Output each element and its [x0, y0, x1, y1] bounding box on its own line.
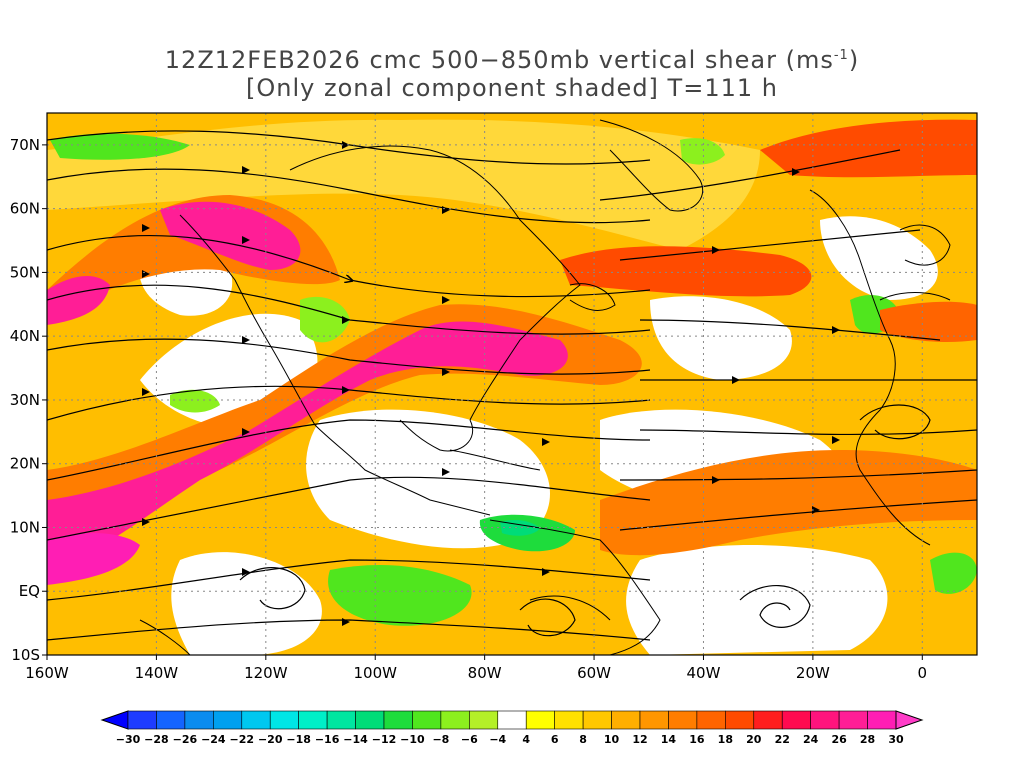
colorbar-label: 8	[579, 733, 587, 746]
lat-tick-label: 10S	[11, 646, 40, 664]
lat-tick-label: 60N	[10, 200, 40, 218]
colorbar-swatch	[213, 710, 243, 730]
colorbar-swatch	[497, 710, 527, 730]
colorbar-low-arrow	[100, 710, 129, 730]
colorbar-label: 22	[775, 733, 790, 746]
lon-tick-label: 60W	[577, 664, 611, 682]
colorbar-swatch	[867, 710, 897, 730]
colorbar-label: 30	[888, 733, 904, 746]
colorbar-label: −14	[343, 733, 368, 746]
colorbar-swatch	[554, 710, 584, 730]
lat-tick-label: 10N	[10, 518, 40, 536]
colorbar-label: 18	[718, 733, 733, 746]
colorbar-label: 16	[689, 733, 705, 746]
lon-tick-label: 160W	[25, 664, 69, 682]
colorbar-label: −30	[116, 733, 141, 746]
colorbar-label: −20	[258, 733, 283, 746]
colorbar-swatch	[639, 710, 669, 730]
colorbar-label: −8	[432, 733, 449, 746]
colorbar-label: −12	[372, 733, 397, 746]
lat-tick-label: 20N	[10, 455, 40, 473]
colorbar-swatch	[269, 710, 299, 730]
lon-tick-label: 0	[918, 664, 928, 682]
lon-tick-label: 100W	[354, 664, 398, 682]
map-title-line1: 12Z12FEB2026 cmc 500−850mb vertical shea…	[164, 46, 860, 74]
colorbar-label: 10	[604, 733, 620, 746]
colorbar-swatch	[611, 710, 641, 730]
map-title-line2: [Only zonal component shaded] T=111 h	[246, 74, 778, 102]
shading-layer	[47, 113, 977, 655]
colorbar-swatch	[355, 710, 385, 730]
colorbar-label: −24	[201, 733, 226, 746]
colorbar-label: 26	[831, 733, 847, 746]
lon-tick-label: 40W	[687, 664, 721, 682]
colorbar: −30 −28 −26 −24 −22 −20 −18 −16 −14 −12 −10 −8 −6 −4 4…	[100, 710, 924, 746]
colorbar-swatch	[127, 710, 157, 730]
colorbar-swatch	[838, 710, 868, 730]
colorbar-swatch	[440, 710, 470, 730]
colorbar-label: 14	[661, 733, 677, 746]
colorbar-swatch	[326, 710, 356, 730]
colorbar-swatch	[184, 710, 214, 730]
colorbar-swatch	[668, 710, 698, 730]
colorbar-label: 24	[803, 733, 819, 746]
colorbar-label: −18	[286, 733, 311, 746]
lon-tick-label: 80W	[468, 664, 502, 682]
colorbar-label: −26	[173, 733, 198, 746]
axis-ticks: 160W 140W 120W 100W 80W 60W 40W 20W 0 70N 60N 50N 40…	[10, 136, 927, 682]
lat-tick-label: 30N	[10, 391, 40, 409]
colorbar-swatch	[781, 710, 811, 730]
colorbar-swatch	[753, 710, 783, 730]
colorbar-swatch	[469, 710, 499, 730]
colorbar-swatch	[383, 710, 413, 730]
coastlines	[139, 119, 951, 655]
colorbar-swatch	[696, 710, 726, 730]
colorbar-swatch	[156, 710, 186, 730]
colorbar-label: 12	[632, 733, 647, 746]
stream-arrows	[142, 141, 840, 626]
colorbar-label: −10	[400, 733, 425, 746]
colorbar-swatch	[298, 710, 328, 730]
colorbar-label: −22	[230, 733, 255, 746]
colorbar-swatch	[582, 710, 612, 730]
colorbar-label: −16	[315, 733, 340, 746]
lon-tick-label: 20W	[796, 664, 830, 682]
colorbar-label: 6	[551, 733, 559, 746]
colorbar-swatch	[525, 710, 555, 730]
lat-tick-label: EQ	[19, 582, 40, 600]
lat-tick-label: 70N	[10, 136, 40, 154]
colorbar-swatch	[241, 710, 271, 730]
lat-tick-label: 40N	[10, 327, 40, 345]
colorbar-swatch	[412, 710, 442, 730]
colorbar-label: 4	[522, 733, 530, 746]
colorbar-label: −28	[144, 733, 169, 746]
plot-frame	[46, 112, 978, 656]
colorbar-label: −6	[461, 733, 478, 746]
lat-lon-grid	[47, 113, 977, 655]
lon-tick-label: 120W	[244, 664, 288, 682]
colorbar-label: 28	[860, 733, 875, 746]
colorbar-high-arrow	[895, 710, 924, 730]
colorbar-swatch	[810, 710, 840, 730]
colorbar-label: 20	[746, 733, 762, 746]
colorbar-label: −4	[489, 733, 506, 746]
lat-tick-label: 50N	[10, 263, 40, 281]
colorbar-swatch	[725, 710, 755, 730]
lon-tick-label: 140W	[135, 664, 179, 682]
